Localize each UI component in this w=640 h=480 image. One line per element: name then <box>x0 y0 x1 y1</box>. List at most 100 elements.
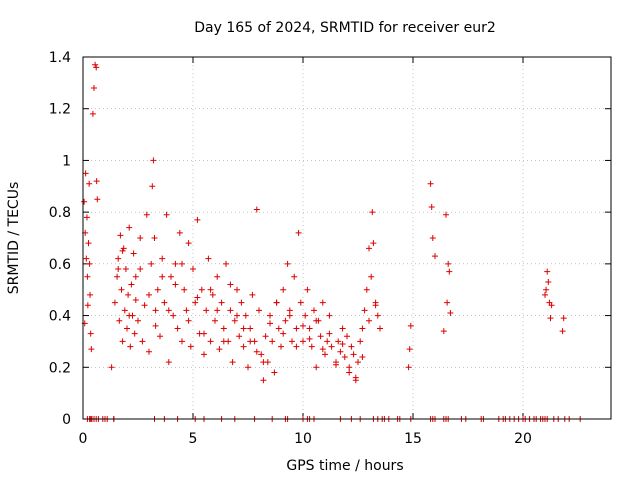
data-point <box>328 343 335 350</box>
data-point <box>114 273 121 280</box>
data-point <box>359 325 366 332</box>
data-point <box>429 235 436 241</box>
data-point <box>93 64 100 71</box>
data-point <box>198 286 205 293</box>
data-point <box>128 281 135 288</box>
data-point <box>115 266 122 273</box>
data-point <box>542 291 548 298</box>
data-point <box>125 291 132 298</box>
data-point <box>326 330 333 337</box>
data-point <box>159 255 166 262</box>
data-point <box>146 348 152 355</box>
data-point <box>377 325 383 332</box>
y-axis-label: SRMTID / TECUs <box>6 182 22 295</box>
data-point <box>324 338 331 345</box>
data-point <box>267 320 273 327</box>
data-point <box>280 286 287 293</box>
data-point <box>363 286 370 293</box>
data-point <box>293 343 300 350</box>
data-point <box>139 338 146 345</box>
y-tick-label: 0.8 <box>49 205 71 221</box>
data-point <box>122 266 129 273</box>
data-point <box>273 299 280 306</box>
data-point <box>249 291 256 298</box>
data-point <box>85 240 92 247</box>
data-point <box>366 245 372 252</box>
y-tick-label: 0.2 <box>49 360 71 376</box>
data-point <box>121 307 128 314</box>
data-point <box>194 216 201 223</box>
data-point <box>126 224 133 231</box>
data-point <box>141 302 148 309</box>
data-point <box>92 61 99 68</box>
data-point <box>544 268 551 275</box>
data-point <box>176 229 183 236</box>
data-point <box>111 299 118 306</box>
data-point <box>369 209 376 216</box>
data-point <box>286 307 293 314</box>
data-point <box>346 369 353 376</box>
data-point <box>269 338 276 345</box>
data-point <box>280 330 287 337</box>
data-point <box>289 338 295 345</box>
plot-frame <box>82 56 612 420</box>
data-point <box>234 286 240 293</box>
data-point <box>427 180 434 187</box>
data-point <box>559 328 566 335</box>
data-point <box>446 268 453 275</box>
data-point <box>253 206 260 213</box>
data-point <box>207 286 214 293</box>
data-point <box>84 302 91 309</box>
data-point <box>172 260 179 267</box>
x-tick-label: 15 <box>404 431 422 447</box>
data-point <box>240 325 247 332</box>
data-point <box>137 266 144 273</box>
data-point <box>132 273 139 280</box>
data-point <box>161 299 168 306</box>
data-point <box>306 335 313 342</box>
data-point <box>87 330 94 337</box>
data-point <box>137 235 144 241</box>
data-point <box>152 307 159 314</box>
data-point <box>201 351 207 358</box>
data-point <box>337 348 344 355</box>
data-point <box>278 343 284 350</box>
data-point <box>190 266 196 273</box>
data-point <box>203 307 210 314</box>
data-point <box>313 364 320 371</box>
y-tick-label: 1.2 <box>49 102 71 118</box>
y-tick-labels: 0 0.2 0.4 0.6 0.8 1 1.2 1.4 <box>49 50 71 428</box>
data-point <box>238 299 245 306</box>
data-point <box>407 322 414 329</box>
data-point <box>227 281 234 288</box>
data-point <box>344 333 350 340</box>
data-point <box>212 317 218 324</box>
data-point <box>432 253 438 260</box>
data-point <box>547 315 554 322</box>
data-point <box>428 203 435 210</box>
data-point <box>234 312 240 319</box>
data-point <box>143 211 150 218</box>
data-point <box>355 359 361 366</box>
data-point <box>127 343 134 350</box>
data-point <box>319 346 326 353</box>
data-point <box>81 198 88 205</box>
data-point <box>548 302 555 309</box>
data-point <box>260 359 267 366</box>
data-point <box>236 333 243 340</box>
data-point <box>82 170 89 177</box>
data-point <box>242 312 249 319</box>
data-point <box>300 338 306 345</box>
data-point <box>350 351 357 358</box>
data-point <box>258 351 265 358</box>
data-point <box>148 260 155 267</box>
x-tick-label: 5 <box>189 431 198 447</box>
data-point <box>86 260 93 267</box>
data-point <box>118 286 125 293</box>
data-point <box>132 297 139 304</box>
data-point <box>335 338 342 345</box>
data-point <box>89 110 96 117</box>
data-point <box>306 325 313 332</box>
data-point <box>165 359 172 366</box>
